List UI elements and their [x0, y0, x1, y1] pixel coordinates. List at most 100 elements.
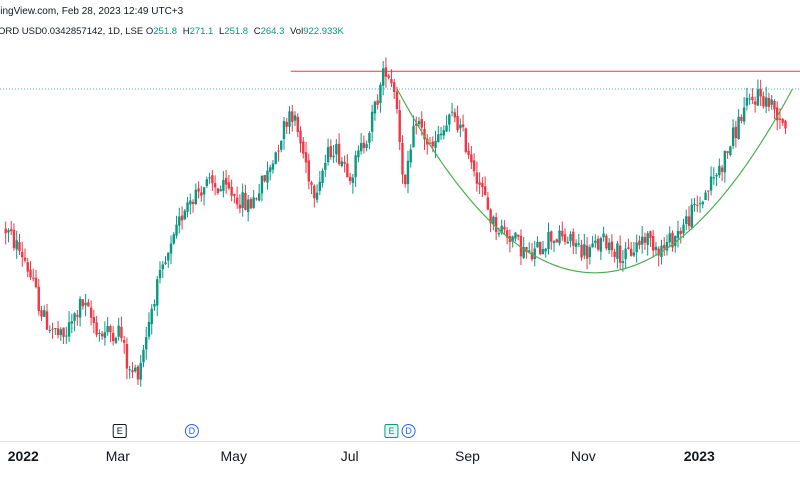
candle-body	[489, 209, 492, 224]
candle-body	[70, 321, 74, 324]
candle-body	[293, 115, 297, 121]
candle-body	[390, 79, 393, 84]
candle-body	[762, 96, 765, 107]
candle-body	[401, 142, 404, 175]
candle-body	[434, 140, 437, 148]
candle-body	[359, 143, 363, 152]
cup-curve	[396, 88, 793, 274]
candle-body	[442, 130, 446, 136]
candle-body	[566, 241, 569, 244]
candle-body	[183, 210, 186, 220]
candle-body	[621, 261, 625, 264]
candle-body	[701, 201, 705, 205]
candle-body	[591, 243, 594, 248]
candle-body	[671, 232, 674, 248]
candle-body	[288, 111, 291, 127]
candle-body	[561, 230, 564, 237]
candle-body	[456, 115, 459, 131]
candle-body	[238, 204, 242, 209]
candle-body	[180, 215, 184, 221]
candle-body	[100, 333, 104, 337]
candle-body	[351, 177, 355, 183]
candle-body	[478, 182, 481, 185]
candle-body	[362, 142, 366, 149]
candle-body	[370, 111, 374, 132]
candle-body	[580, 244, 583, 258]
candle-body	[65, 335, 68, 337]
candle-body	[98, 333, 101, 335]
candle-body	[315, 192, 319, 200]
candle-body	[178, 216, 181, 226]
candle-body	[299, 130, 302, 144]
candle-body	[428, 142, 432, 144]
candle-body	[635, 242, 638, 253]
candle-body	[453, 112, 457, 118]
candle-body	[654, 246, 658, 251]
candle-body	[409, 149, 412, 163]
candle-body	[230, 186, 233, 196]
candle-body	[767, 98, 771, 107]
candle-body	[420, 119, 423, 128]
candle-body	[92, 316, 96, 324]
candle-body	[412, 125, 415, 148]
symbol-label: ORD USD0.0342857142, 1D, LSE	[0, 26, 144, 37]
candle-body	[698, 203, 702, 205]
candle-body	[302, 141, 305, 154]
candle-body	[167, 252, 170, 261]
candle-body	[318, 181, 322, 191]
candle-body	[748, 98, 751, 100]
candle-body	[348, 176, 352, 182]
candle-body	[459, 124, 462, 129]
candle-body	[693, 204, 696, 206]
candle-body	[577, 243, 581, 245]
candle-body	[161, 264, 164, 270]
candle-body	[696, 204, 699, 206]
candle-body	[216, 188, 220, 194]
candle-body	[742, 107, 746, 122]
candle-body	[326, 147, 330, 163]
ohlc-value-l: 251.8	[224, 26, 249, 37]
reference-lines	[0, 70, 800, 90]
candle-body	[682, 224, 685, 234]
earnings-badge	[112, 424, 127, 438]
candle-body	[249, 198, 253, 209]
candle-body	[778, 118, 782, 120]
candle-body	[550, 231, 553, 242]
candle-body	[594, 240, 597, 244]
ohlc-label-vol: Vol	[290, 26, 304, 37]
candle-body	[329, 146, 333, 157]
candle-body	[734, 126, 738, 139]
candle-body	[574, 243, 578, 247]
candle-body	[120, 326, 123, 339]
candle-body	[233, 193, 236, 196]
candle-body	[62, 327, 65, 337]
candle-body	[712, 177, 716, 179]
earnings-badge	[384, 424, 399, 438]
x-tick-label: Nov	[571, 448, 596, 464]
candle-body	[773, 100, 776, 110]
candle-body	[629, 248, 633, 256]
candle-body	[172, 234, 175, 244]
candle-body	[657, 248, 660, 256]
cup-curve-layer	[396, 88, 793, 274]
candle-body	[448, 114, 451, 125]
candle-body	[125, 344, 129, 369]
candle-body	[32, 277, 35, 279]
candle-body	[687, 216, 691, 226]
candle-body	[740, 116, 743, 121]
candle-body	[709, 176, 713, 191]
candle-body	[213, 183, 217, 188]
candle-body	[483, 186, 487, 196]
candle-body	[211, 175, 214, 184]
candle-body	[729, 146, 732, 155]
candle-body	[23, 257, 27, 261]
candle-body	[745, 97, 749, 106]
candle-body	[142, 349, 145, 363]
candle-body	[764, 97, 768, 107]
candle-body	[674, 235, 677, 247]
candle-body	[525, 247, 528, 253]
candle-body	[26, 262, 29, 272]
candle-body	[569, 233, 572, 241]
candle-body	[282, 120, 286, 140]
